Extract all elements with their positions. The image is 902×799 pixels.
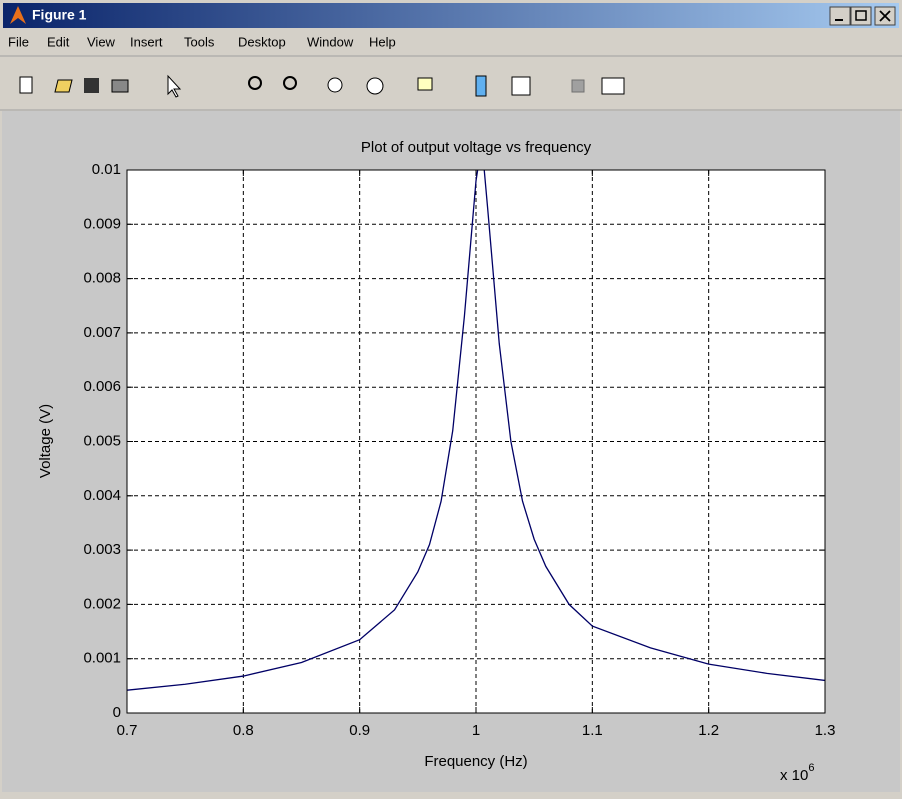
y-tick-label: 0.01 <box>92 161 121 178</box>
menu-item[interactable]: Tools <box>184 34 215 49</box>
show-tools-icon[interactable] <box>601 77 625 95</box>
open-icon[interactable] <box>54 79 73 93</box>
app-icon <box>10 6 26 24</box>
x-tick-label: 0.8 <box>233 722 254 739</box>
x-axis-label: Frequency (Hz) <box>424 753 527 770</box>
x-tick-label: 1.2 <box>698 722 719 739</box>
multiplier-exponent: 6 <box>808 762 814 774</box>
x-tick-label: 1.1 <box>582 722 603 739</box>
window-buttons[interactable] <box>829 6 896 26</box>
data-line <box>127 170 825 691</box>
axes: 0 0.001 0.002 0.003 0.004 0.005 0.006 0.007 0.00… <box>83 161 836 739</box>
multiplier-base: x 10 <box>780 767 808 784</box>
y-tick-label: 0.007 <box>83 324 121 341</box>
new-icon[interactable] <box>19 76 33 94</box>
title-bar <box>3 3 899 28</box>
rotate-icon[interactable] <box>366 77 384 95</box>
menu-bar: File Edit View Insert Tools Desktop Window Help <box>8 34 396 49</box>
y-axis-label: Voltage (V) <box>37 404 54 478</box>
plot-area <box>127 170 825 713</box>
chart-title: Plot of output voltage vs frequency <box>361 139 592 156</box>
menu-item[interactable]: Insert <box>130 34 163 49</box>
icon <box>855 10 867 21</box>
y-tick-label: 0.005 <box>83 432 121 449</box>
x-tick-label: 0.9 <box>349 722 370 739</box>
y-tick-label: 0 <box>113 704 121 721</box>
window-title: Figure 1 <box>32 7 87 23</box>
print-icon[interactable] <box>111 79 129 93</box>
axes-box <box>126 169 826 714</box>
y-tick-label: 0.009 <box>83 215 121 232</box>
save-icon[interactable] <box>84 78 99 93</box>
menu-item[interactable]: File <box>8 34 29 49</box>
menu-item[interactable]: Help <box>369 34 396 49</box>
zoom-in-icon[interactable] <box>248 76 262 90</box>
y-tick-label: 0.001 <box>83 650 121 667</box>
pointer-icon[interactable] <box>167 74 182 98</box>
x-tick-label: 1.3 <box>815 722 836 739</box>
maximize-button[interactable] <box>850 6 872 26</box>
y-tick-label: 0.008 <box>83 270 121 287</box>
y-tick-label: 0.006 <box>83 378 121 395</box>
pan-icon[interactable] <box>327 77 343 93</box>
x-tick-label: 0.7 <box>117 722 138 739</box>
x-tick-label: 1 <box>472 722 480 739</box>
legend-icon[interactable] <box>511 76 531 96</box>
y-tick-label: 0.002 <box>83 595 121 612</box>
zoom-out-icon[interactable] <box>283 76 297 90</box>
menu-item[interactable]: Edit <box>47 34 70 49</box>
colorbar-icon[interactable] <box>475 75 487 97</box>
menu-item[interactable]: Desktop <box>238 34 286 49</box>
x-multiplier: x 106 <box>780 762 814 784</box>
minimize-button[interactable] <box>829 6 851 26</box>
toolbar <box>19 74 625 98</box>
menu-item[interactable]: View <box>87 34 116 49</box>
y-tick-label: 0.004 <box>83 487 121 504</box>
datacursor-icon[interactable] <box>417 77 433 91</box>
y-tick-label: 0.003 <box>83 541 121 558</box>
menu-item[interactable]: Window <box>307 34 354 49</box>
hide-tools-icon[interactable] <box>571 79 585 93</box>
icon <box>879 10 891 22</box>
